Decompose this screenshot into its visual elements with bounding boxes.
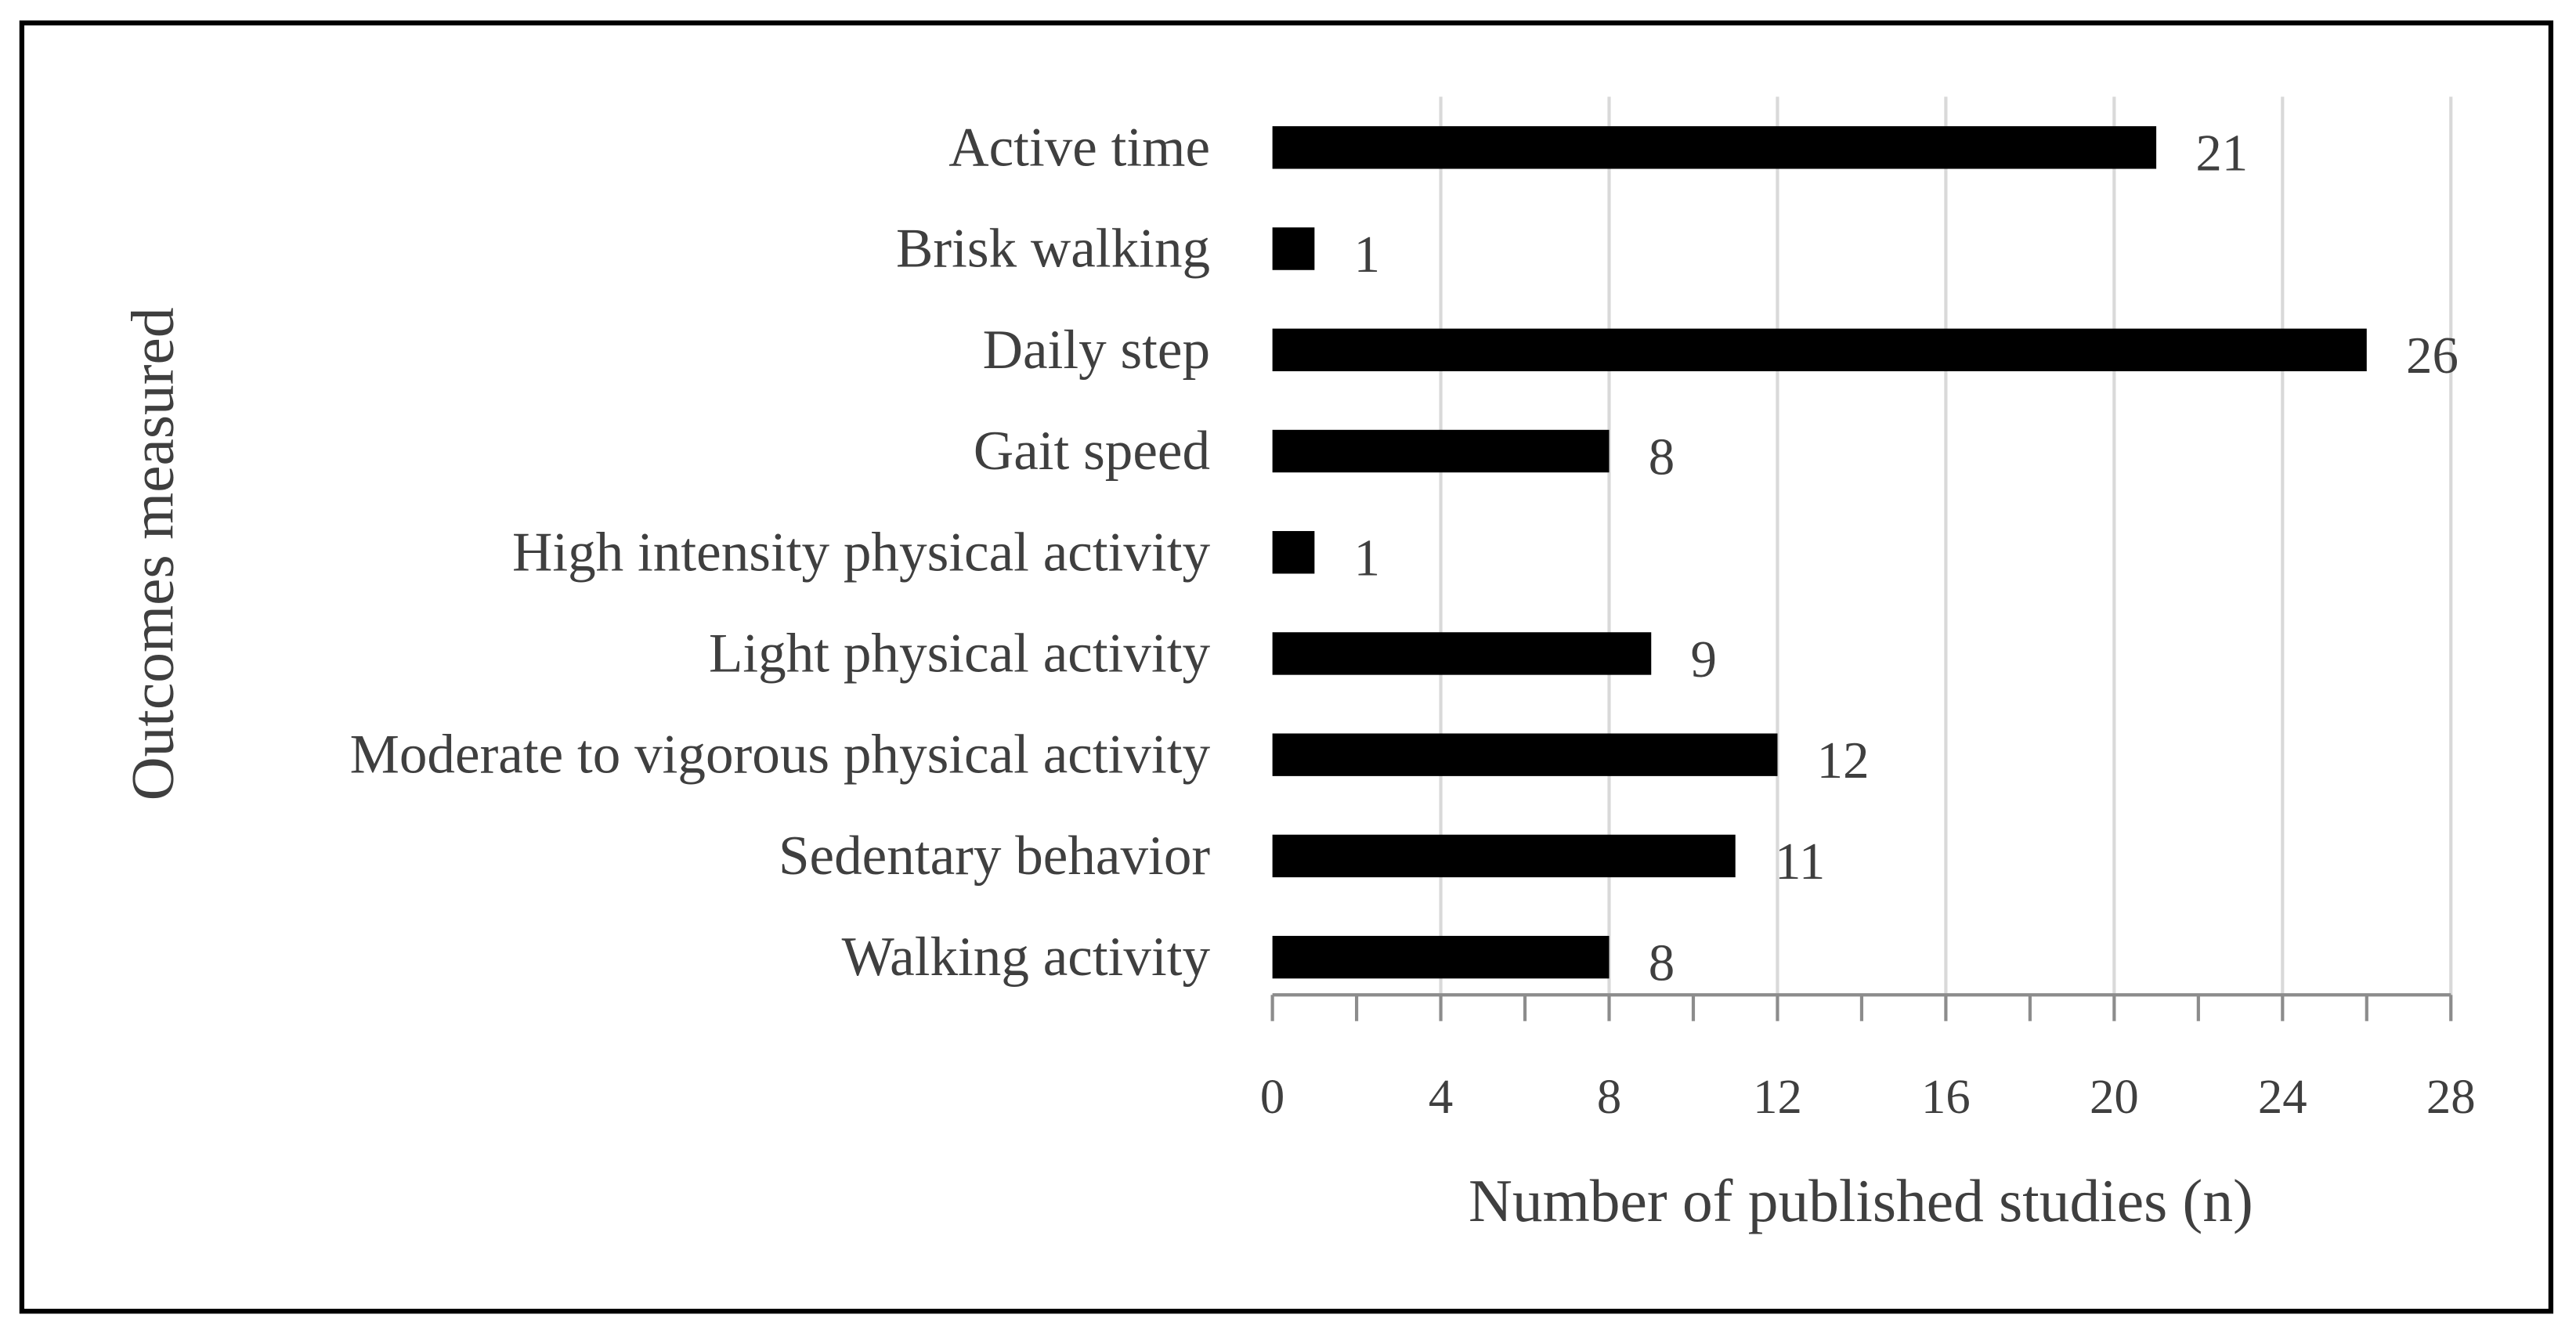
data-label: 8 <box>1649 428 1675 486</box>
x-tick-label: 0 <box>1260 1069 1284 1124</box>
bar <box>1272 935 1610 979</box>
bar <box>1272 227 1315 270</box>
data-label: 12 <box>1817 732 1870 789</box>
bar <box>1272 429 1610 473</box>
category-label: Light physical activity <box>709 623 1211 684</box>
data-label: 9 <box>1690 630 1716 688</box>
bar <box>1272 126 2157 169</box>
x-axis-title: Number of published studies (n) <box>1469 1167 2253 1234</box>
data-label: 1 <box>1354 226 1380 284</box>
category-label: Moderate to vigorous physical activity <box>350 724 1211 786</box>
category-label: Gait speed <box>974 421 1210 482</box>
category-label: Walking activity <box>842 927 1211 988</box>
bars: 21 1 26 8 1 9 12 11 8 <box>1272 125 2459 992</box>
data-label: 11 <box>1775 833 1825 891</box>
x-tick-label: 16 <box>1921 1069 1971 1124</box>
x-tick-label: 20 <box>2090 1069 2139 1124</box>
category-label: Active time <box>948 117 1210 178</box>
data-label: 1 <box>1354 529 1380 587</box>
category-label: High intensity physical activity <box>512 522 1211 583</box>
category-labels: Active time Brisk walking Daily step Gait s… <box>350 117 1211 988</box>
data-label: 8 <box>1649 934 1675 992</box>
bar <box>1272 733 1778 776</box>
x-tick-label: 24 <box>2258 1069 2307 1124</box>
bar <box>1272 328 2367 371</box>
x-axis: 0 4 8 12 16 20 24 28 <box>1260 993 2476 1124</box>
bar <box>1272 531 1315 574</box>
bar <box>1272 632 1652 675</box>
x-tick-label: 12 <box>1753 1069 1802 1124</box>
x-tick-label: 28 <box>2426 1069 2476 1124</box>
y-axis-title: Outcomes measured <box>118 307 186 800</box>
x-tick-label: 8 <box>1597 1069 1621 1124</box>
bar <box>1272 834 1736 878</box>
data-label: 26 <box>2406 327 2459 385</box>
x-tick-label: 4 <box>1429 1069 1453 1124</box>
category-label: Brisk walking <box>896 219 1210 280</box>
data-label: 21 <box>2195 125 2248 182</box>
category-label: Sedentary behavior <box>779 826 1210 887</box>
category-label: Daily step <box>983 320 1210 381</box>
